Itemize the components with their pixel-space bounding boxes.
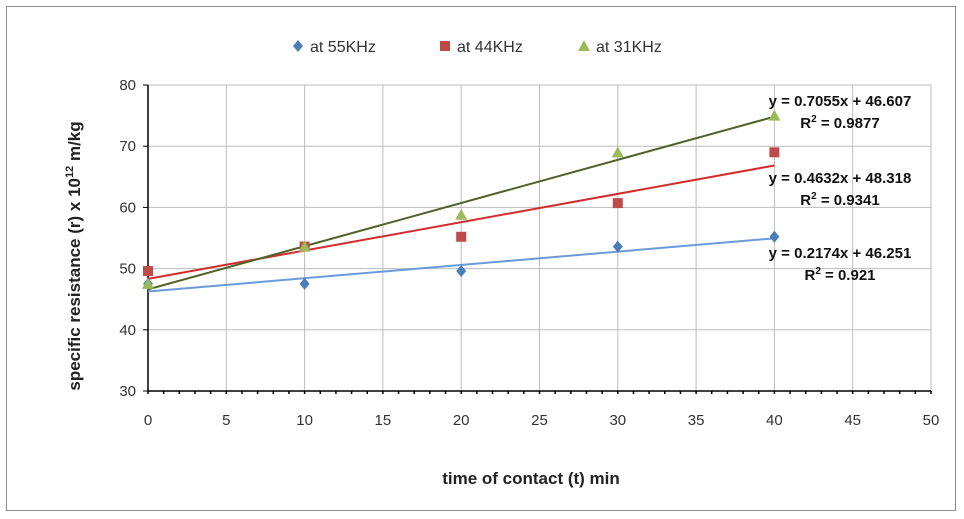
data-point bbox=[612, 198, 623, 209]
x-tick-label: 35 bbox=[688, 412, 705, 429]
legend-marker-2 bbox=[578, 40, 590, 51]
x-tick-label: 40 bbox=[766, 412, 783, 429]
y-axis-title-main: specific resistance (r) x 10 bbox=[65, 178, 84, 391]
data-point bbox=[769, 147, 780, 158]
data-point bbox=[611, 146, 624, 158]
data-point bbox=[769, 230, 780, 243]
x-tick-label: 5 bbox=[222, 412, 230, 429]
legend: at 55KHz at 44KHz at 31KHz bbox=[293, 39, 662, 56]
data-points bbox=[142, 109, 781, 290]
data-point bbox=[456, 265, 467, 278]
legend-marker-1 bbox=[440, 41, 450, 51]
y-axis-title-unit: m/kg bbox=[65, 121, 84, 165]
legend-label-1: at 44KHz bbox=[457, 39, 523, 56]
data-point bbox=[299, 277, 310, 290]
y-axis-title-exponent: 12 bbox=[64, 166, 76, 178]
x-tick-label: 25 bbox=[531, 412, 548, 429]
x-tick-label: 0 bbox=[144, 412, 152, 429]
y-tick-label: 30 bbox=[119, 383, 136, 400]
x-tick-label: 30 bbox=[609, 412, 626, 429]
data-point bbox=[612, 240, 623, 253]
trendline-equation: y = 0.2174x + 46.251 bbox=[769, 245, 912, 262]
x-tick-label: 50 bbox=[923, 412, 940, 429]
trendline-2 bbox=[147, 115, 775, 291]
legend-label-2: at 31KHz bbox=[596, 39, 662, 56]
data-point bbox=[768, 109, 781, 121]
y-tick-label: 80 bbox=[119, 77, 136, 94]
y-tick-label: 70 bbox=[119, 138, 136, 155]
grid bbox=[148, 84, 932, 391]
x-axis-title: time of contact (t) min bbox=[442, 469, 620, 488]
trendline-0 bbox=[147, 237, 775, 293]
trendline-r-squared: R2 = 0.9341 bbox=[800, 191, 879, 209]
tick-labels: 0 5 10 15 20 25 30 35 40 45 50 30 40 50 60 70 80 bbox=[119, 77, 939, 429]
data-point bbox=[456, 231, 467, 242]
legend-marker-0 bbox=[293, 40, 303, 52]
trendline-equation: y = 0.4632x + 48.318 bbox=[769, 170, 912, 187]
x-tick-label: 15 bbox=[375, 412, 392, 429]
y-tick-label: 40 bbox=[119, 322, 136, 339]
x-tick-label: 45 bbox=[844, 412, 861, 429]
legend-label-0: at 55KHz bbox=[310, 39, 376, 56]
chart-frame bbox=[6, 6, 956, 511]
y-tick-label: 60 bbox=[119, 199, 136, 216]
trendline-labels: y = 0.2174x + 46.251 R2 = 0.921 y = 0.4632… bbox=[769, 93, 912, 284]
axes bbox=[143, 84, 932, 394]
trendline-r-squared: R2 = 0.921 bbox=[804, 266, 875, 284]
data-point bbox=[298, 240, 311, 252]
trendline-equation: y = 0.7055x + 46.607 bbox=[769, 93, 912, 110]
x-tick-label: 10 bbox=[296, 412, 313, 429]
x-tick-label: 20 bbox=[453, 412, 470, 429]
trendlines bbox=[147, 115, 775, 293]
data-point bbox=[142, 277, 154, 289]
data-point bbox=[455, 208, 468, 220]
y-tick-label: 50 bbox=[119, 261, 136, 278]
trendline-r-squared: R2 = 0.9877 bbox=[800, 114, 879, 132]
data-point bbox=[143, 266, 153, 277]
y-axis-title: specific resistance (r) x 1012 m/kg bbox=[64, 121, 84, 390]
